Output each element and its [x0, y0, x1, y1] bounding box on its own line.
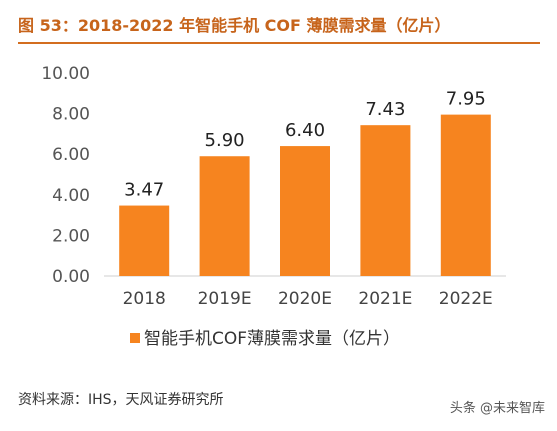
bar: [199, 156, 250, 276]
y-tick-label: 6.00: [52, 145, 90, 165]
source-note: 资料来源：IHS，天风证券研究所: [18, 392, 224, 408]
bar-data-label: 3.47: [124, 180, 164, 201]
bar: [280, 146, 330, 276]
bar: [440, 114, 491, 277]
bar-data-label: 5.90: [205, 130, 245, 151]
y-tick-label: 2.00: [52, 226, 90, 246]
title-divider: [18, 42, 540, 44]
watermark-text: 头条 @未来智库: [449, 401, 545, 416]
bar: [360, 125, 411, 277]
bar: [119, 205, 170, 276]
x-tick-label: 2018: [123, 289, 166, 309]
legend-swatch: [130, 333, 140, 343]
x-tick-label: 2022E: [439, 289, 493, 309]
x-tick-label: 2019E: [198, 289, 252, 309]
y-tick-label: 10.00: [41, 64, 90, 84]
x-tick-label: 2020E: [278, 289, 332, 309]
bar-data-label: 6.40: [285, 120, 325, 141]
page-title: 图 53：2018-2022 年智能手机 COF 薄膜需求量（亿片）: [18, 16, 451, 35]
bar-data-label: 7.95: [446, 89, 486, 110]
y-tick-label: 8.00: [52, 105, 90, 125]
bar-data-label: 7.43: [365, 99, 405, 120]
x-tick-label: 2021E: [358, 289, 412, 309]
legend-label: 智能手机COF薄膜需求量（亿片）: [144, 329, 400, 349]
y-tick-label: 0.00: [52, 267, 90, 287]
y-tick-label: 4.00: [52, 186, 90, 206]
